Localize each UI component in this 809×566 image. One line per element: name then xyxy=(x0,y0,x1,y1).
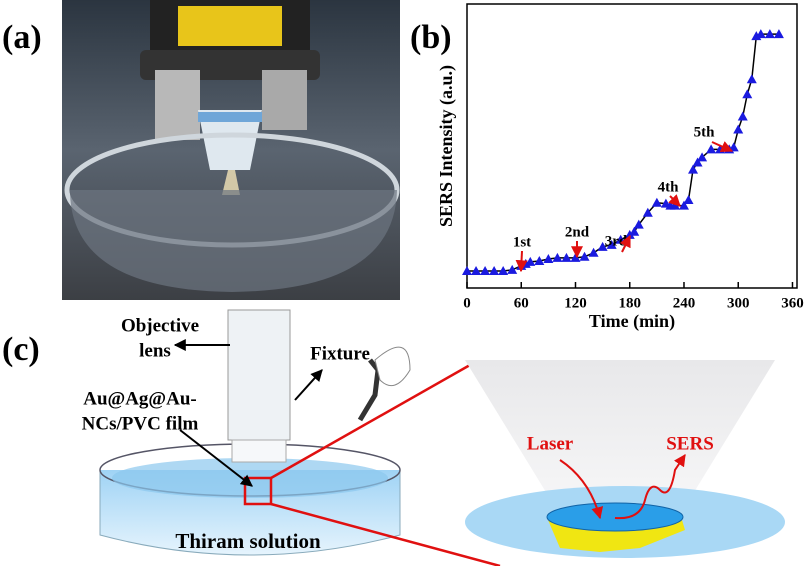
marker xyxy=(692,157,703,167)
marker xyxy=(534,256,545,266)
marker xyxy=(737,111,748,121)
marker xyxy=(742,89,753,99)
annotation-arrow xyxy=(668,194,681,207)
marker xyxy=(489,265,500,275)
chart: (b) 0 60 120 180 240 300 360 Time (min) SERS Inte… xyxy=(410,3,804,332)
marker xyxy=(606,239,617,249)
annotation: 5th xyxy=(694,124,715,140)
y-axis-label: SERS Intensity (a.u.) xyxy=(436,65,457,227)
marker xyxy=(629,226,640,236)
marker xyxy=(773,29,784,39)
label: Laser xyxy=(527,433,574,454)
x-tick-label: 60 xyxy=(514,295,529,311)
marker xyxy=(543,254,554,264)
x-tick-label: 180 xyxy=(618,295,641,311)
diagram: (c) Objective lens Fixture Au@Ag@Au- NCs… xyxy=(2,309,785,566)
annotation: 4th xyxy=(658,179,679,195)
x-tick-label: 360 xyxy=(781,295,804,311)
panel-label: (a) xyxy=(2,19,42,56)
marker xyxy=(462,265,472,275)
marker xyxy=(697,152,708,162)
x-tick-label: 0 xyxy=(463,295,471,311)
plot-frame xyxy=(466,3,798,289)
x-tick-label: 240 xyxy=(673,295,696,311)
marker xyxy=(498,265,509,275)
marker xyxy=(471,265,482,275)
marker xyxy=(683,194,694,204)
marker xyxy=(733,124,744,134)
marker xyxy=(597,241,608,251)
marker xyxy=(764,29,775,39)
annotation: 1st xyxy=(513,234,531,250)
annotation-arrow xyxy=(515,250,528,273)
marker xyxy=(678,200,689,210)
marker xyxy=(552,252,563,262)
label: lens xyxy=(139,340,171,361)
annotation: 2nd xyxy=(565,224,590,240)
x-axis-label: Time (min) xyxy=(589,311,675,332)
label: Au@Ag@Au- xyxy=(83,388,196,409)
label: NCs/PVC film xyxy=(82,413,199,434)
marker xyxy=(651,197,662,207)
marker xyxy=(746,74,757,84)
x-tick-label: 300 xyxy=(727,295,750,311)
x-tick-label: 120 xyxy=(564,295,587,311)
label: SERS xyxy=(666,433,714,454)
label: Objective xyxy=(121,315,199,336)
label: Fixture xyxy=(310,343,370,364)
marker xyxy=(688,164,699,174)
marker xyxy=(507,264,518,274)
marker xyxy=(561,252,572,262)
marker xyxy=(579,251,590,261)
annotation-arrow xyxy=(711,141,734,153)
marker xyxy=(642,207,653,217)
marker xyxy=(480,265,491,275)
marker xyxy=(588,247,599,257)
label: Thiram solution xyxy=(175,529,321,553)
annotation-arrow xyxy=(619,234,631,253)
marker xyxy=(755,29,766,39)
marker xyxy=(706,144,717,154)
marker xyxy=(525,256,536,266)
panel-label: (c) xyxy=(2,331,40,368)
marker xyxy=(633,219,644,229)
panel-label: (b) xyxy=(410,19,452,56)
photo xyxy=(62,0,400,300)
